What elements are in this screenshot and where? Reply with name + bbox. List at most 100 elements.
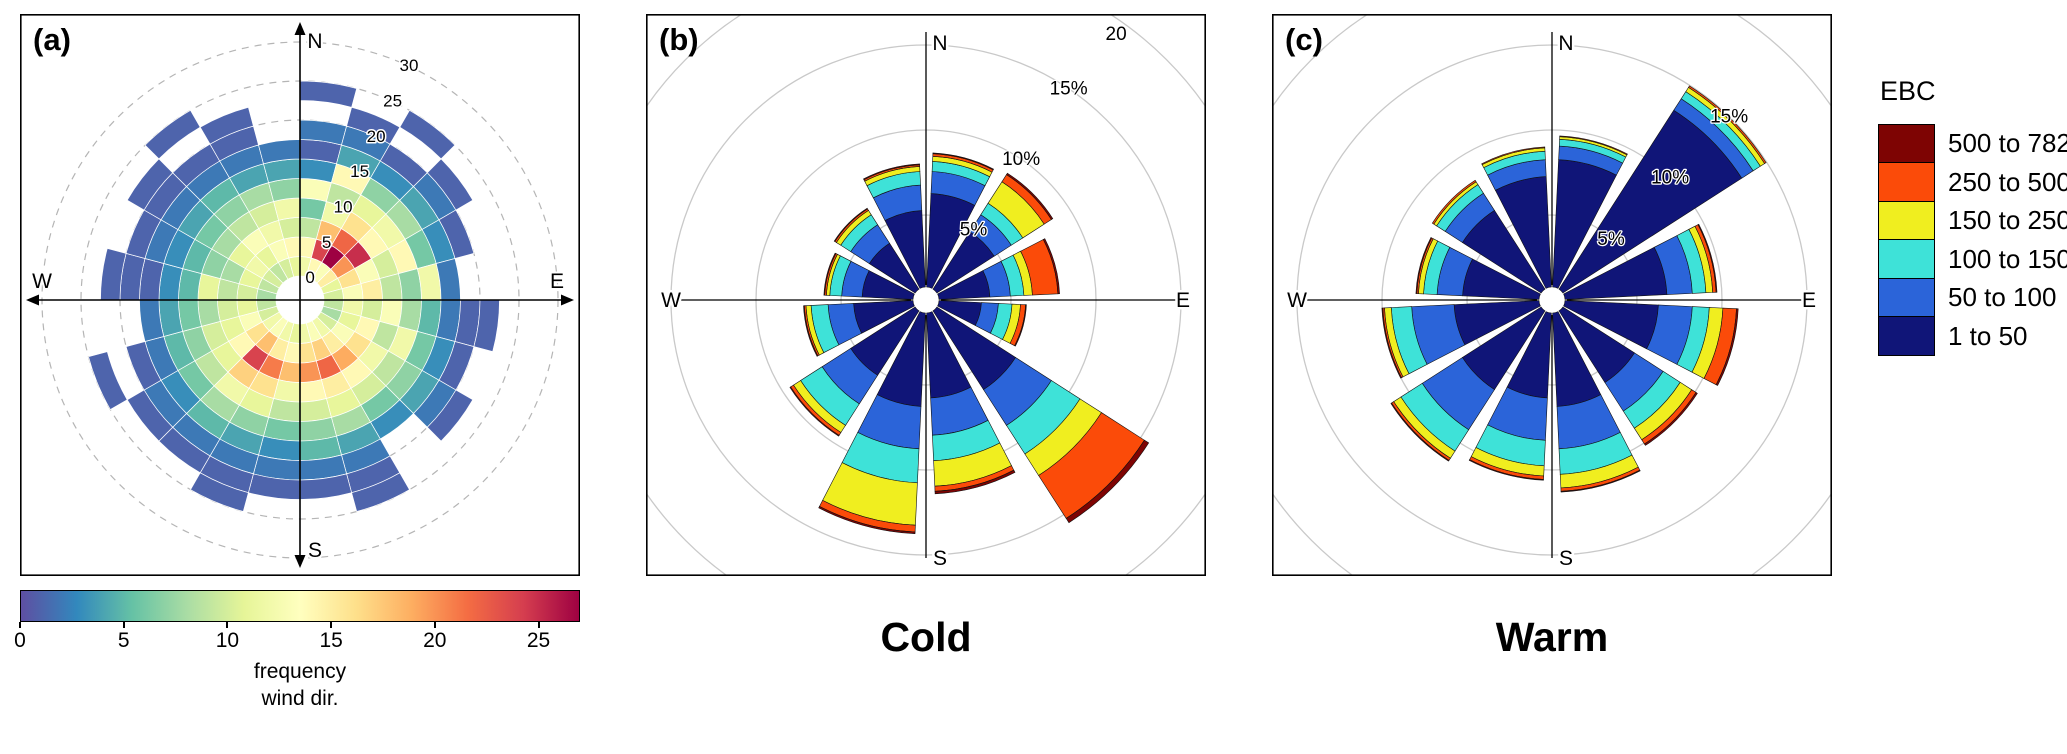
west-label: W [661, 289, 681, 312]
colorbar-tick-mark [330, 622, 333, 628]
petal-segment [934, 469, 1016, 495]
frequency-colorbar: 0 5 10 15 20 25 frequency wind dir. [14, 590, 580, 713]
petal-segment [818, 505, 916, 535]
petal-segment [1559, 135, 1628, 156]
heatmap-cell [379, 273, 403, 301]
panel-c-plot: 5% 10% 15% N S W E [1272, 14, 1832, 576]
legend-row: 250 to 500 [1878, 162, 2067, 202]
radial-tick-label: 25 [383, 92, 402, 111]
heatmap-cell [178, 299, 202, 332]
south-label: S [1559, 547, 1573, 570]
petal-segment [823, 252, 837, 296]
east-label: E [1802, 289, 1816, 312]
petal-segment [1431, 179, 1477, 225]
petal-segment [1381, 307, 1402, 379]
legend-row: 50 to 100 [1878, 277, 2067, 318]
heatmap-cell [398, 268, 422, 301]
north-label: N [932, 32, 947, 55]
heatmap-cell [473, 299, 500, 353]
colorbar-ticks: 0 5 10 15 20 25 [14, 622, 580, 658]
plot-area [1273, 15, 1831, 575]
plot-border [646, 14, 1206, 576]
east-arrowhead [561, 294, 574, 306]
center-hole [1537, 285, 1567, 315]
heatmap-cell [398, 299, 422, 332]
heatmap-cell [273, 197, 301, 221]
petal-segment [1481, 146, 1546, 166]
heatmap-cell [268, 178, 301, 202]
radial-tick-label: 20 [367, 127, 386, 146]
plot-border [20, 14, 580, 576]
petal-segment [1065, 439, 1150, 524]
heatmap-cells [88, 80, 500, 512]
petal-segment [1415, 237, 1433, 294]
west-label: W [1287, 289, 1307, 312]
compass-axes [26, 22, 574, 568]
colorbar-tick-value: 0 [14, 629, 26, 652]
plot-border [1272, 14, 1832, 576]
panel-c-caption: Warm [1495, 614, 1609, 660]
colorbar-tick-mark [226, 622, 229, 628]
heatmap-cell [125, 341, 162, 391]
heatmap-cell [299, 80, 358, 108]
legend-row: 500 to 782 [1878, 123, 2067, 164]
ring-percent-label: 10% [1002, 149, 1040, 170]
petal-segment [863, 163, 920, 181]
legend-entry-label: 100 to 150 [1948, 243, 2067, 274]
petal-segment [932, 152, 995, 171]
panel-b-plot: 5% 10% 15% 20 N S W E [646, 14, 1206, 576]
petal-segment [1697, 223, 1718, 293]
west-label: W [32, 270, 52, 293]
colorbar-gradient [20, 590, 580, 622]
petal-segment [1560, 469, 1641, 493]
petal-segment [833, 207, 868, 242]
east-label: E [1176, 289, 1190, 312]
legend-entry-label: 250 to 500 [1948, 166, 2067, 197]
legend-title: EBC [1880, 76, 1936, 106]
heatmap-cell [190, 472, 249, 512]
north-label: N [1558, 32, 1573, 55]
heatmap-cell [268, 398, 301, 422]
radial-tick-label: 5 [322, 233, 331, 252]
colorbar-tick-value: 25 [526, 629, 551, 652]
south-label: S [308, 539, 322, 562]
panel-c-letter: (c) [1285, 22, 1323, 57]
heatmap-cell [299, 398, 332, 422]
ring-percent-label: 20 [1106, 24, 1127, 45]
panel-b-caption: Cold [880, 614, 972, 660]
ring-percent-label: 5% [960, 220, 988, 241]
legend-entry-label: 500 to 782 [1948, 128, 2067, 158]
legend-swatch [1878, 162, 1935, 202]
heatmap-cell [199, 106, 254, 145]
heatmap-cell [299, 178, 332, 202]
colorbar-label-line2: wind dir. [261, 687, 339, 711]
petal-segment [803, 305, 819, 357]
petal-segment [1390, 402, 1450, 462]
south-label: S [933, 547, 947, 570]
legend-row: 100 to 150 [1878, 239, 2067, 279]
panel-a: N E W S 0 5 10 15 20 25 30 (a) [20, 14, 580, 576]
colorbar-tick-value: 10 [215, 629, 240, 652]
petal-segment [1042, 238, 1060, 295]
heatmap-cell [438, 209, 475, 259]
petal-segment [1688, 85, 1767, 164]
ring-percent-label: 15% [1710, 107, 1748, 128]
legend-entries: 500 to 782 250 to 500 150 to 250 100 to 150… [1878, 123, 2067, 356]
panel-b: 5% 10% 15% 20 N S W E (b) Cold [646, 14, 1206, 661]
petal-segment [1643, 391, 1698, 446]
panel-b-letter: (b) [659, 22, 699, 57]
colorbar-tick-mark [537, 622, 540, 628]
legend-entry-label: 1 to 50 [1948, 320, 2028, 351]
heatmap-cell [197, 299, 221, 327]
ring-percent-label: 5% [1597, 229, 1625, 250]
ring-percent-label: 10% [1651, 168, 1689, 189]
windrose-petals [1381, 85, 1767, 493]
west-arrowhead [26, 294, 39, 306]
windrose-petals [789, 152, 1150, 535]
legend-swatch [1878, 200, 1935, 241]
colorbar-tick-value: 15 [319, 629, 343, 652]
colorbar-tick-mark [433, 622, 436, 628]
panel-c: 5% 10% 15% N S W E (c) Warm [1272, 14, 1832, 661]
radial-tick-label: 30 [400, 56, 419, 75]
